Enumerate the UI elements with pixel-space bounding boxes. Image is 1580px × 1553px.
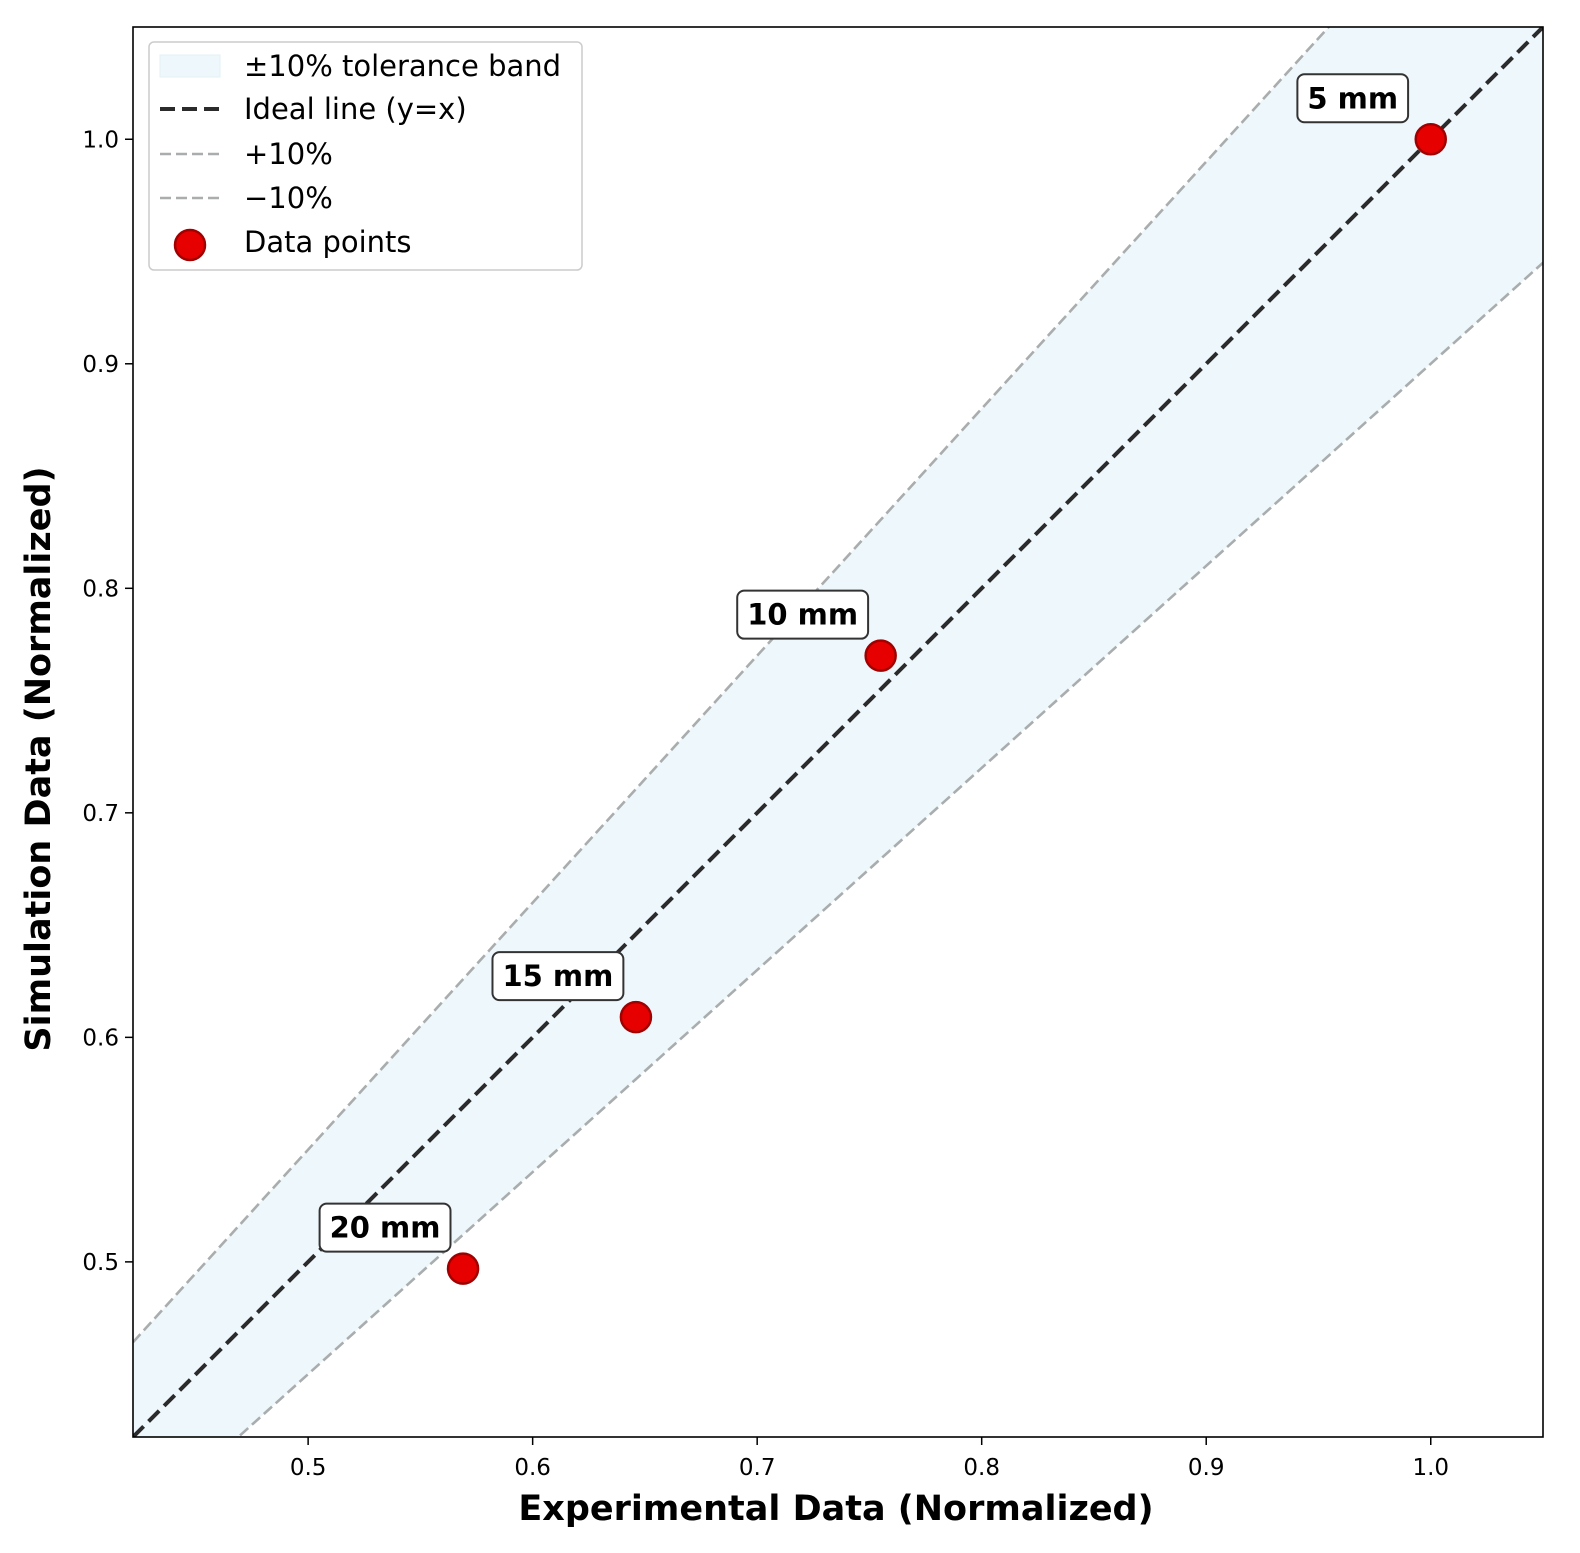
legend-minus10: −10% (160, 181, 333, 215)
y-tick-label: 0.6 (82, 1025, 119, 1051)
legend-label: Data points (244, 225, 412, 259)
point-label: 15 mm (502, 959, 613, 993)
ideal-line (133, 27, 1543, 1437)
legend-plus10: +10% (160, 137, 333, 171)
point-label-box (491, 951, 625, 1002)
annotation-layer: 5 mm 10 mm 15 mm 20 mm (318, 73, 1410, 1253)
x-tick-label: 0.8 (963, 1455, 1000, 1481)
legend-ideal: Ideal line (y=x) (160, 92, 467, 126)
y-tick-label: 0.7 (82, 801, 119, 827)
point-label-box (318, 1202, 452, 1253)
plus-10-line (133, 27, 1331, 1344)
axis-layer: 0.5 0.6 0.7 0.8 0.9 1.0 0.5 0.6 0.7 0.8 0.9 1.0 (82, 127, 1449, 1481)
y-tick-label: 0.8 (82, 576, 119, 602)
point-label-box (736, 589, 870, 640)
legend: ±10% tolerance band Ideal line (y=x) +10% −… (148, 41, 583, 271)
legend-box (148, 41, 583, 271)
legend-points: Data points (173, 225, 412, 262)
data-point (619, 1000, 653, 1034)
legend-band-swatch (159, 54, 221, 78)
y-axis-label: Simulation Data (Normalized) (19, 466, 59, 1051)
legend-label: −10% (244, 181, 333, 215)
legend-point-swatch (173, 228, 207, 262)
x-axis-label: Experimental Data (Normalized) (518, 1489, 1153, 1529)
x-tick-label: 1.0 (1412, 1455, 1449, 1481)
y-tick-label: 0.5 (82, 1250, 119, 1276)
x-tick-label: 0.9 (1188, 1455, 1225, 1481)
data-point (446, 1252, 480, 1285)
point-label: 5 mm (1307, 81, 1398, 115)
legend-label: ±10% tolerance band (244, 49, 561, 83)
x-tick-label: 0.5 (290, 1455, 327, 1481)
minus-10-line (236, 261, 1543, 1437)
legend-band: ±10% tolerance band (159, 49, 561, 83)
y-tick-label: 1.0 (82, 127, 119, 153)
plot-layer (133, 27, 1543, 1437)
legend-label: Ideal line (y=x) (244, 92, 467, 126)
legend-label: +10% (244, 137, 333, 171)
point-label-box (1296, 73, 1410, 124)
data-point (864, 639, 897, 672)
point-label: 20 mm (330, 1211, 441, 1245)
axes-frame (132, 26, 1544, 1438)
legend-entries: ±10% tolerance band Ideal line (y=x) +10% −… (159, 49, 561, 262)
data-point (1414, 123, 1447, 156)
x-tick-label: 0.7 (739, 1455, 776, 1481)
point-label: 10 mm (747, 598, 858, 632)
x-tick-label: 0.6 (514, 1455, 551, 1481)
y-tick-label: 0.9 (82, 352, 119, 378)
